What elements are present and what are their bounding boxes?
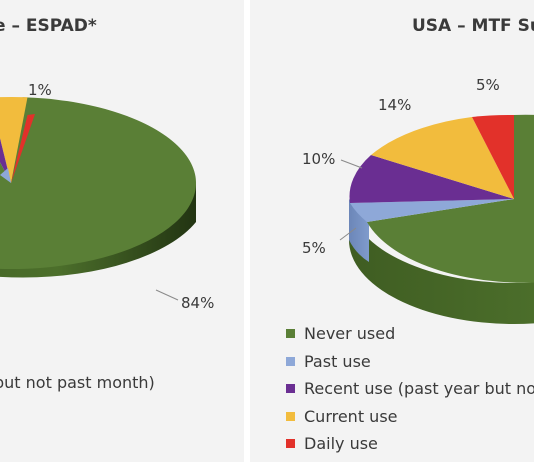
right-chart-legend: Never used Past use Recent use (past yea… <box>286 320 534 458</box>
legend-swatch <box>286 356 295 366</box>
right-pie-side <box>349 199 534 324</box>
right-leader-10 <box>340 159 363 169</box>
right-pie-slice-past-use <box>350 199 514 222</box>
right-leader-5-past <box>339 227 357 241</box>
right-label-past-use: 5% <box>302 239 326 257</box>
left-pie <box>0 97 196 301</box>
legend-label: Recent use (past year but not <box>304 379 534 399</box>
right-pie-side-past-use <box>349 199 369 262</box>
legend-label: Current use <box>304 406 398 426</box>
left-pie-slice-current-use <box>0 97 28 183</box>
right-chart-title: USA – MTF Su <box>412 16 534 36</box>
right-pie-slice-never-used <box>367 114 534 283</box>
left-legend-fragment: but not past month) <box>0 373 155 392</box>
legend-label: Daily use <box>304 434 378 454</box>
legend-label: Past use <box>304 351 371 371</box>
right-pie-slice-daily-use <box>472 114 514 199</box>
legend-label: Never used <box>304 324 396 344</box>
right-pie-slice-current-use <box>371 117 514 199</box>
left-pie-slice-never-used <box>0 97 196 269</box>
legend-swatch <box>286 411 295 421</box>
legend-item-current-use: Current use <box>286 403 534 431</box>
right-label-current-use: 14% <box>378 96 412 114</box>
right-pie-slice-recent-use <box>349 155 514 203</box>
left-pie-slice-past-use <box>0 168 11 183</box>
left-leader-84 <box>155 289 179 301</box>
legend-item-past-use: Past use <box>286 348 534 376</box>
left-label-daily-use: 1% <box>28 81 52 99</box>
right-label-daily-use: 5% <box>476 76 500 94</box>
legend-item-recent-use: Recent use (past year but not <box>286 375 534 403</box>
legend-swatch <box>286 439 295 449</box>
legend-item-daily-use: Daily use <box>286 430 534 458</box>
legend-item-never-used: Never used <box>286 320 534 348</box>
right-label-recent-use: 10% <box>302 150 336 168</box>
left-chart-title: e – ESPAD* <box>0 16 97 36</box>
right-pie <box>339 114 534 324</box>
legend-swatch <box>286 329 295 339</box>
legend-swatch <box>286 384 295 394</box>
left-label-never-used: 84% <box>181 294 215 312</box>
left-pie-slice-daily-use <box>11 114 35 183</box>
